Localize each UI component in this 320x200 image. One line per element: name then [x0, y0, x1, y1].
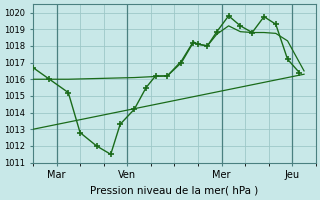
X-axis label: Pression niveau de la mer( hPa ): Pression niveau de la mer( hPa ) — [90, 186, 259, 196]
